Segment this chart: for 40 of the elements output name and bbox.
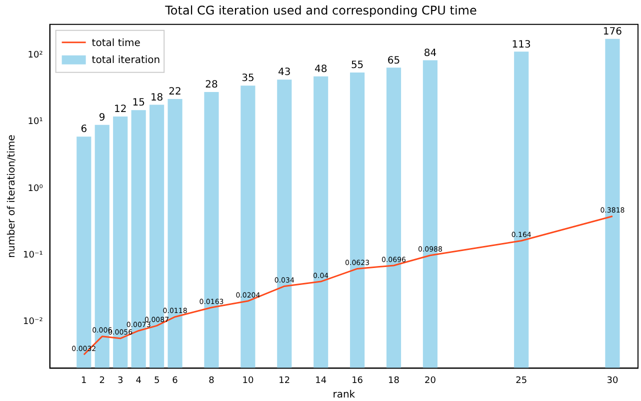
data-label: 176: [602, 26, 622, 38]
x-tick-label: 8: [208, 376, 215, 386]
data-label: 12: [114, 104, 127, 116]
x-tick-label: 6: [172, 376, 178, 386]
x-tick-label: 4: [136, 376, 142, 386]
y-tick-label: 10⁻¹: [23, 250, 44, 260]
x-tick-label: 25: [516, 376, 528, 386]
y-tick-label: 10⁰: [28, 184, 44, 194]
legend-label: total iteration: [92, 54, 160, 66]
x-tick-label: 14: [315, 376, 327, 386]
data-label: 43: [278, 67, 291, 78]
y-tick-label: 10⁻²: [23, 316, 44, 327]
x-tick-label: 2: [99, 376, 105, 386]
legend-label: total time: [92, 38, 140, 49]
data-label: 65: [387, 55, 400, 66]
x-tick-label: 10: [242, 376, 254, 386]
data-label: 15: [132, 98, 145, 109]
data-label: 6: [80, 124, 88, 136]
data-label: 18: [150, 92, 164, 104]
data-label: 28: [205, 80, 218, 91]
data-label: 9: [98, 112, 106, 124]
data-label: 35: [242, 73, 254, 84]
data-label: 113: [512, 39, 531, 50]
y-tick-label: 10¹: [28, 117, 44, 128]
data-label: 55: [350, 60, 364, 72]
x-axis-title: rank: [332, 390, 356, 401]
x-tick-label: 30: [606, 376, 618, 386]
data-label: 84: [424, 48, 437, 59]
x-tick-label: 5: [154, 376, 160, 386]
x-tick-label: 20: [424, 376, 436, 386]
x-tick-label: 18: [388, 376, 400, 386]
chart-title: Total CG iteration used and corresponding CPU time: [164, 3, 477, 18]
data-label: 22: [168, 86, 182, 98]
y-axis-title: number of iteration/time: [6, 134, 18, 258]
x-tick-label: 12: [278, 376, 290, 386]
x-tick-label: 1: [81, 376, 87, 386]
data-label: 48: [314, 64, 328, 76]
x-tick-label: 16: [352, 376, 364, 386]
x-tick-label: 3: [117, 376, 124, 386]
y-tick-label: 10²: [28, 50, 44, 61]
